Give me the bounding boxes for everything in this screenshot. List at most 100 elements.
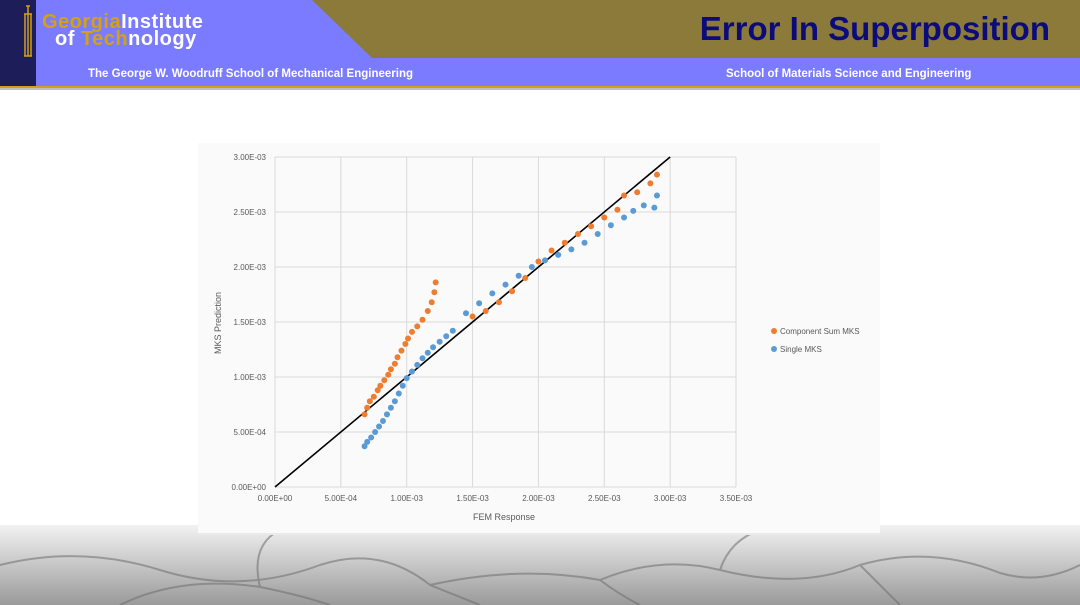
x-tick-label: 3.50E-03 — [720, 494, 753, 503]
data-point — [651, 204, 658, 211]
x-tick-label: 0.00E+00 — [258, 494, 293, 503]
data-point — [398, 347, 405, 354]
logo-word-of: of — [55, 28, 81, 50]
data-point — [601, 214, 608, 221]
x-tick-label: 1.00E-03 — [390, 494, 423, 503]
legend-marker — [771, 346, 777, 352]
data-point — [368, 434, 375, 441]
grid-layer — [274, 156, 737, 488]
logo-line-1: GeorgiaInstitute — [42, 11, 203, 33]
data-point — [515, 272, 522, 279]
series-2-points — [361, 192, 660, 450]
data-point — [424, 349, 431, 356]
series-1-points — [361, 171, 660, 418]
data-point — [502, 281, 509, 288]
y-tick-label: 5.00E-04 — [234, 428, 267, 437]
y-tick-label: 0.00E+00 — [232, 483, 267, 492]
data-point — [574, 231, 581, 237]
x-tick-label: 3.00E-03 — [654, 494, 687, 503]
legend: Component Sum MKS Single MKS — [771, 327, 860, 354]
reference-line — [274, 156, 671, 488]
y-tick-label: 3.00E-03 — [234, 153, 267, 162]
data-point — [495, 299, 502, 306]
data-point — [594, 231, 601, 237]
data-point — [482, 308, 489, 314]
legend-label: Component Sum MKS — [780, 327, 860, 336]
data-point — [535, 258, 542, 265]
data-point — [395, 390, 402, 397]
data-point — [581, 239, 588, 246]
data-point — [414, 323, 421, 330]
data-point — [408, 328, 415, 335]
x-tick-label: 5.00E-04 — [325, 494, 358, 503]
data-point — [653, 171, 660, 178]
header-gold-rule — [0, 86, 1080, 88]
data-point — [428, 299, 435, 306]
data-point — [419, 355, 426, 362]
x-tick-label: 1.50E-03 — [456, 494, 489, 503]
data-point — [621, 214, 628, 221]
y-tick-label: 1.50E-03 — [234, 318, 267, 327]
data-point — [630, 207, 637, 214]
x-tick-label: 2.00E-03 — [522, 494, 555, 503]
school-name-left: The George W. Woodruff School of Mechani… — [88, 68, 414, 80]
data-point — [366, 398, 373, 405]
data-point — [377, 382, 384, 389]
data-point — [405, 335, 412, 342]
data-point — [402, 341, 409, 347]
data-point — [621, 192, 628, 199]
data-point — [391, 398, 398, 405]
x-axis-label: FEM Response — [473, 512, 535, 522]
header-grey-rule — [0, 88, 1080, 90]
data-point — [462, 310, 469, 317]
data-point — [430, 344, 437, 351]
band-gradient — [0, 525, 1080, 605]
data-point — [548, 247, 555, 254]
data-point — [414, 361, 421, 368]
tick-labels-layer: 0.00E+00 5.00E-04 1.00E-03 1.50E-03 2.00E-03… — [232, 153, 753, 503]
data-point — [476, 300, 483, 307]
y-tick-label: 1.00E-03 — [234, 373, 267, 382]
data-point — [391, 360, 398, 367]
data-point — [607, 222, 614, 229]
data-point — [399, 382, 406, 389]
data-point — [376, 423, 383, 430]
data-point — [394, 354, 401, 361]
data-point — [509, 288, 516, 295]
logo-word-nology: nology — [128, 28, 197, 50]
data-point — [387, 366, 394, 373]
slide-header: GeorgiaInstitute of Technology Error In … — [0, 0, 1080, 90]
data-point — [469, 313, 476, 320]
data-point — [634, 189, 641, 196]
data-point — [449, 327, 456, 334]
data-point — [522, 275, 529, 281]
logo-word-georgia: Georgia — [42, 11, 122, 33]
data-point — [374, 387, 381, 394]
grain-boundaries — [0, 529, 1080, 605]
data-point — [489, 290, 496, 297]
school-name-right: School of Materials Science and Engineer… — [726, 68, 972, 80]
data-point — [653, 192, 660, 199]
legend-label: Single MKS — [780, 345, 822, 354]
data-point — [403, 375, 410, 382]
data-point — [383, 411, 390, 418]
data-point — [555, 251, 562, 258]
scatter-chart: 0.00E+00 5.00E-04 1.00E-03 1.50E-03 2.00E-03… — [198, 143, 880, 535]
data-point — [370, 393, 377, 400]
logo-word-tech: Tech — [80, 28, 129, 50]
legend-marker — [771, 328, 777, 334]
chart-area — [198, 143, 880, 535]
data-point — [443, 333, 450, 340]
data-point — [432, 279, 439, 286]
data-point — [431, 289, 438, 296]
data-point — [436, 338, 443, 345]
reference-line-layer — [274, 156, 671, 488]
data-point — [361, 411, 368, 418]
header-blue-band — [0, 0, 1080, 86]
data-point — [647, 180, 654, 187]
y-axis-label: MKS Prediction — [213, 292, 223, 354]
data-point — [528, 264, 535, 270]
points-layer — [361, 171, 660, 450]
data-point — [568, 246, 575, 253]
data-point — [372, 429, 379, 435]
